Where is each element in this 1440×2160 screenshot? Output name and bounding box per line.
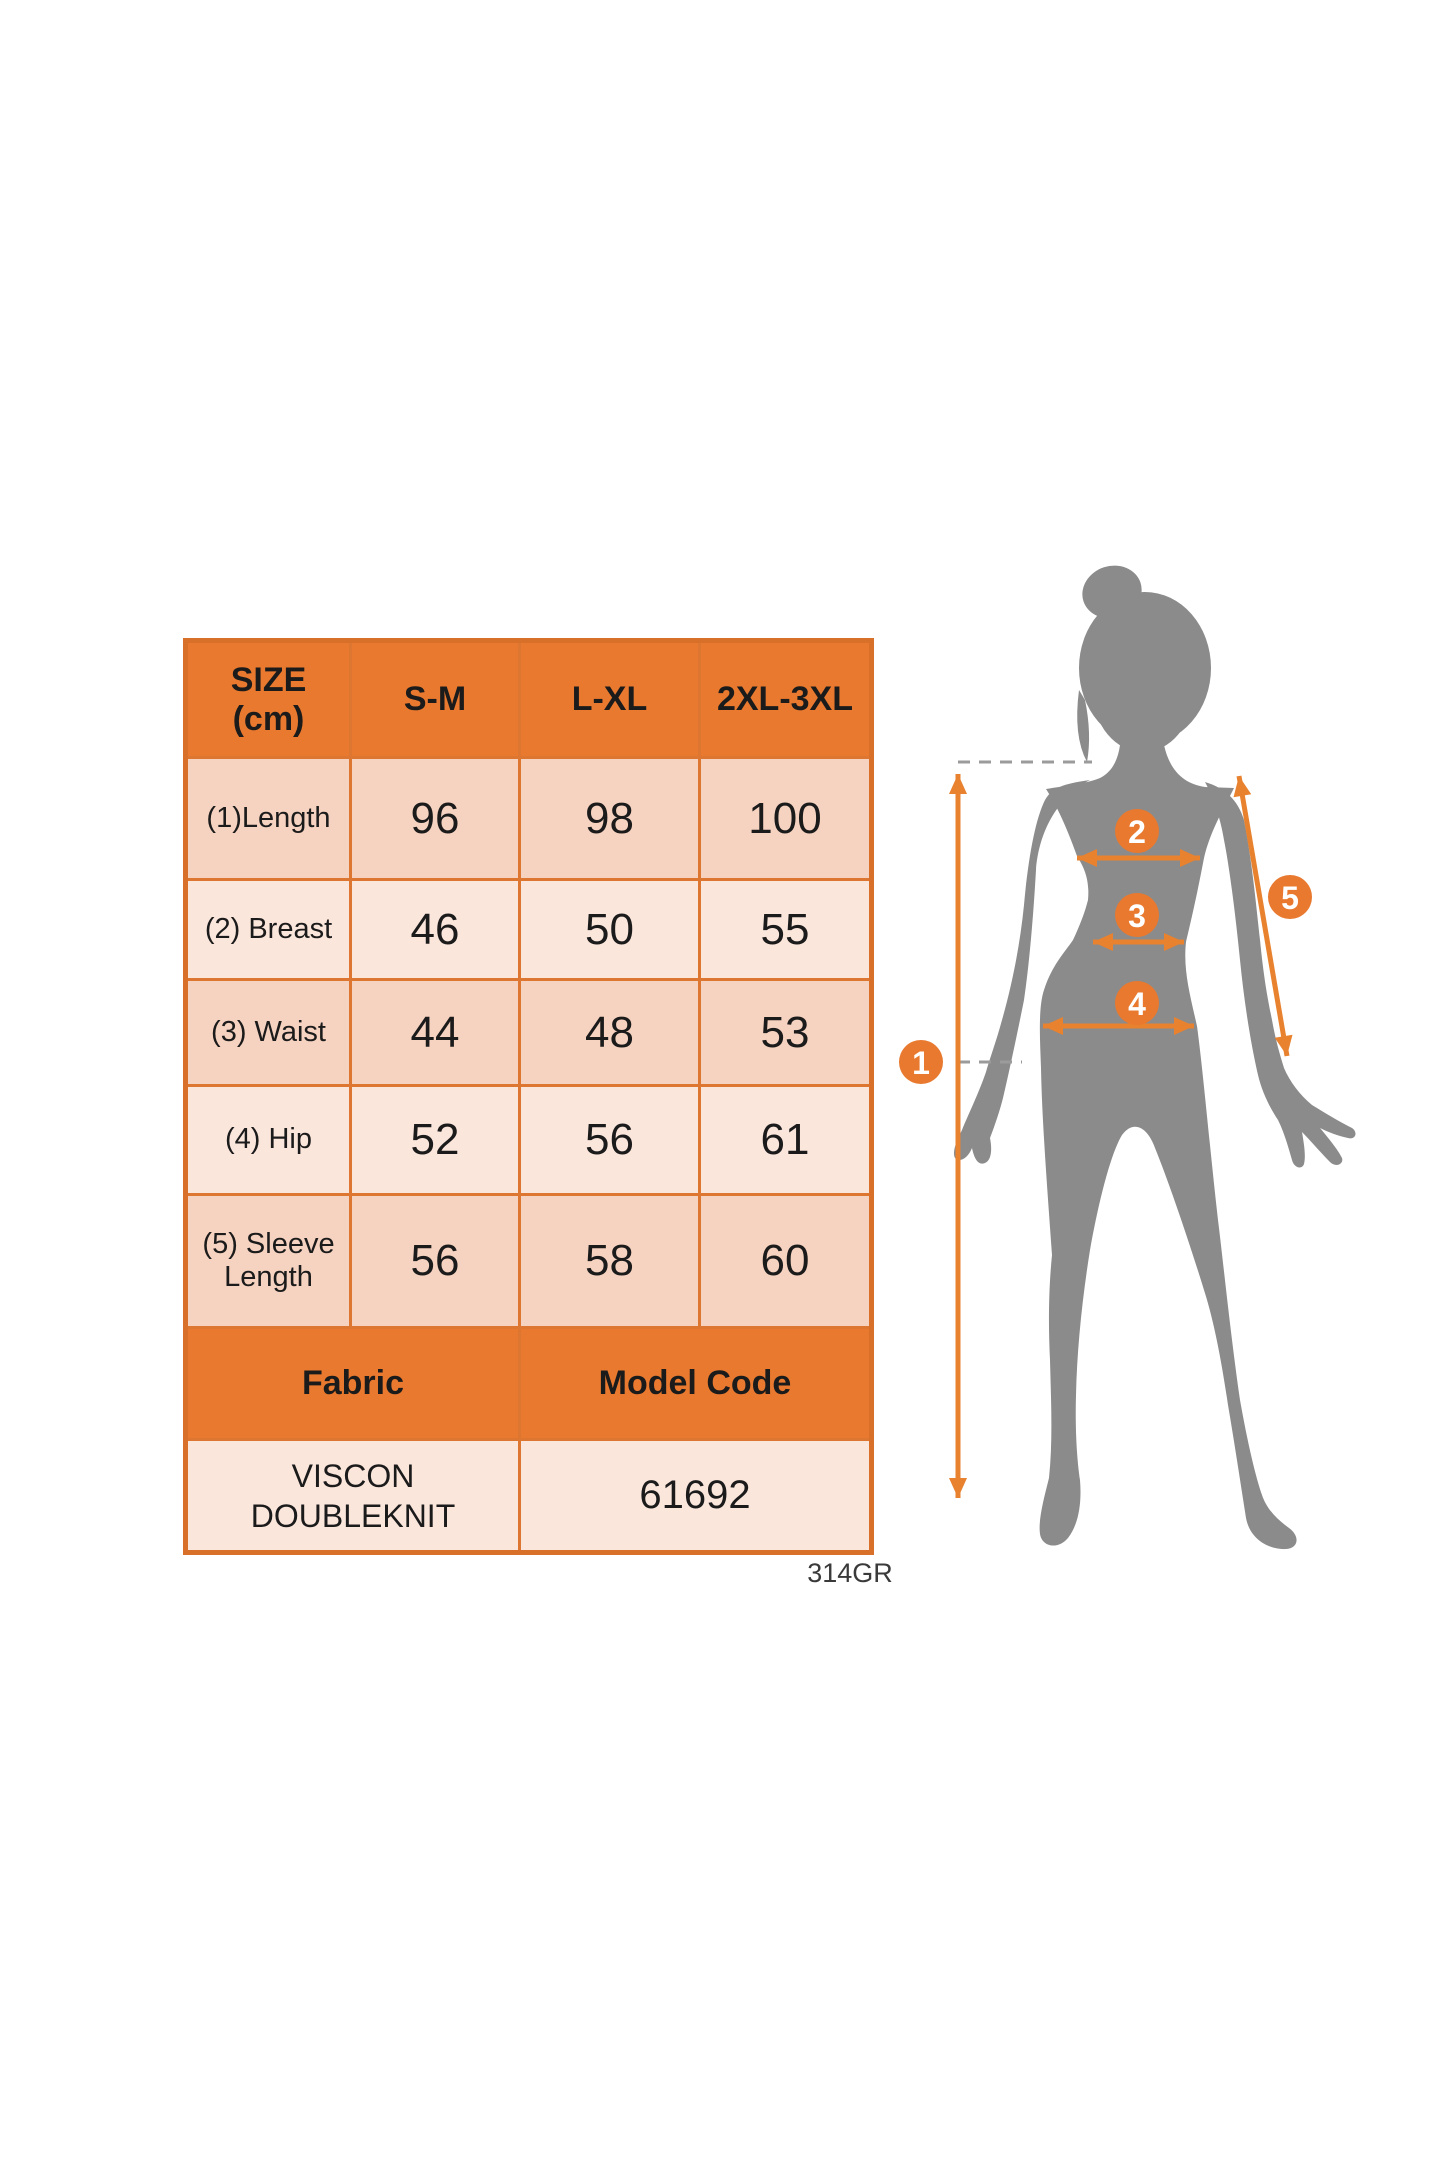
marker-1-badge: 1 xyxy=(899,1040,943,1084)
table-row: (5) Sleeve Length 56 58 60 xyxy=(184,1193,873,1329)
table-header-row: SIZE (cm) S-M L-XL 2XL-3XL xyxy=(184,639,873,759)
marker-2-circle xyxy=(1115,809,1159,853)
column-header-2xl3xl: 2XL-3XL xyxy=(698,639,873,759)
model-code-value: 61692 xyxy=(518,1438,873,1554)
length-2xl3xl: 100 xyxy=(698,756,873,881)
table-row: (1)Length 96 98 100 xyxy=(184,756,873,881)
sleeve-lxl: 58 xyxy=(518,1193,701,1329)
marker-5-number: 5 xyxy=(1281,880,1299,916)
column-header-sm: S-M xyxy=(349,639,521,759)
body-silhouette-graphic xyxy=(953,565,1356,1550)
marker-3-circle xyxy=(1115,893,1159,937)
marker-4-circle xyxy=(1115,981,1159,1025)
row-label-breast: (2) Breast xyxy=(184,878,352,981)
breast-2xl3xl: 55 xyxy=(698,878,873,981)
marker-4-badge: 4 xyxy=(1115,981,1159,1025)
marker-1-number: 1 xyxy=(912,1045,930,1081)
marker-2-number: 2 xyxy=(1128,814,1146,850)
length-lxl: 98 xyxy=(518,756,701,881)
measurement-figure: 1 2 3 4 5 xyxy=(899,565,1356,1550)
column-header-lxl: L-XL xyxy=(518,639,701,759)
fabric-value: VISCON DOUBLEKNIT xyxy=(184,1438,521,1554)
breast-sm: 46 xyxy=(349,878,521,981)
hip-sm: 52 xyxy=(349,1084,521,1196)
size-unit-header: SIZE (cm) xyxy=(184,639,352,759)
fabric-value-row: VISCON DOUBLEKNIT 61692 xyxy=(184,1438,873,1554)
waist-2xl3xl: 53 xyxy=(698,978,873,1087)
hair-bun-shape xyxy=(1082,565,1142,619)
sleeve-sm: 56 xyxy=(349,1193,521,1329)
table-row: (4) Hip 52 56 61 xyxy=(184,1084,873,1196)
sleeve-arrow xyxy=(1233,775,1293,1057)
table-row: (3) Waist 44 48 53 xyxy=(184,978,873,1087)
hip-2xl3xl: 61 xyxy=(698,1084,873,1196)
marker-2-badge: 2 xyxy=(1115,809,1159,853)
waist-lxl: 48 xyxy=(518,978,701,1087)
row-label-waist: (3) Waist xyxy=(184,978,352,1087)
marker-3-badge: 3 xyxy=(1115,893,1159,937)
row-label-hip: (4) Hip xyxy=(184,1084,352,1196)
marker-5-badge: 5 xyxy=(1268,875,1312,919)
row-label-length: (1)Length xyxy=(184,756,352,881)
fabric-header: Fabric xyxy=(184,1326,521,1441)
fabric-header-row: Fabric Model Code xyxy=(184,1326,873,1441)
marker-1-circle xyxy=(899,1040,943,1084)
length-sm: 96 xyxy=(349,756,521,881)
marker-5-circle xyxy=(1268,875,1312,919)
waist-sm: 44 xyxy=(349,978,521,1087)
style-code-footnote: 314GR xyxy=(807,1558,893,1588)
head-shape xyxy=(1093,632,1193,752)
hip-lxl: 56 xyxy=(518,1084,701,1196)
size-chart-table: SIZE (cm) S-M L-XL 2XL-3XL (1)Length 96 … xyxy=(183,638,874,1555)
hair-strand-shape xyxy=(1077,690,1090,762)
right-arm-shape xyxy=(1205,782,1356,1168)
marker-3-number: 3 xyxy=(1128,898,1146,934)
model-code-header: Model Code xyxy=(518,1326,873,1441)
table-row: (2) Breast 46 50 55 xyxy=(184,878,873,981)
marker-4-number: 4 xyxy=(1128,986,1146,1022)
row-label-sleeve-length: (5) Sleeve Length xyxy=(184,1193,352,1329)
left-arm-shape xyxy=(953,780,1090,1164)
sleeve-2xl3xl: 60 xyxy=(698,1193,873,1329)
torso-legs-shape xyxy=(1039,745,1297,1550)
breast-lxl: 50 xyxy=(518,878,701,981)
